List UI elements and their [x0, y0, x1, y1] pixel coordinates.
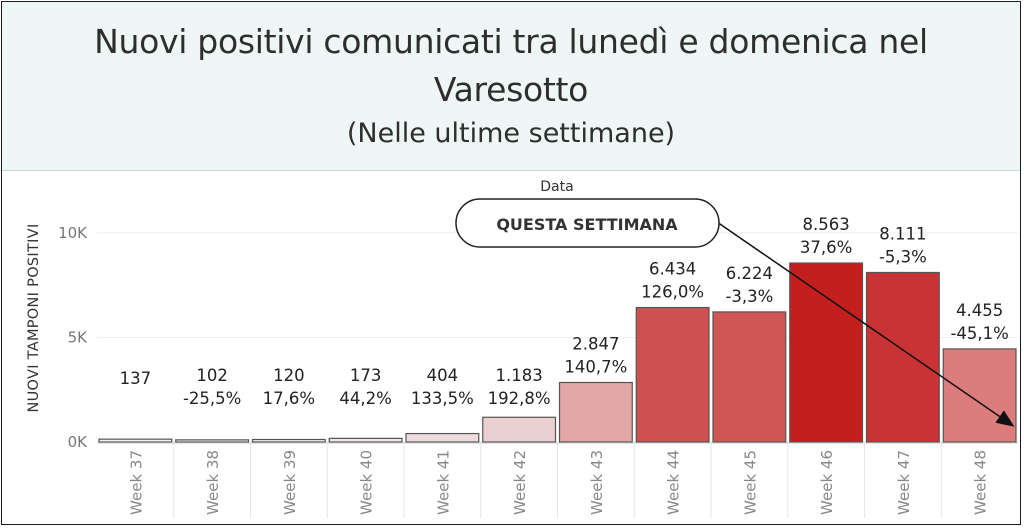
- x-tick-label: Week 47: [895, 450, 913, 515]
- x-tick-label: Week 48: [972, 450, 990, 515]
- x-tick-label: Week 43: [588, 450, 606, 515]
- chart-title: Nuovi positivi comunicati tra lunedì e d…: [94, 22, 928, 109]
- bar: [558, 381, 633, 443]
- bar-value-label: 2.847: [572, 334, 619, 353]
- bar: [942, 348, 1017, 443]
- bar-value-label: 120: [273, 366, 305, 385]
- x-tick-label: Week 42: [511, 450, 529, 515]
- x-tick-label: Week 38: [204, 450, 222, 515]
- bar-pct-label: -3,3%: [725, 287, 773, 306]
- bar: [482, 416, 557, 443]
- bar-pct-label: 140,7%: [564, 357, 627, 376]
- x-tick-label: Week 39: [281, 450, 299, 515]
- bar: [328, 437, 403, 443]
- annotation-text: QUESTA SETTIMANA: [496, 215, 678, 234]
- bar-value-label: 6.224: [726, 264, 773, 283]
- y-tick-label: 5K: [68, 329, 89, 347]
- bar-value-label: 137: [120, 369, 152, 388]
- bar-value-label: 404: [427, 366, 459, 385]
- bar-value-label: 8.111: [879, 224, 926, 243]
- bar-value-label: 102: [196, 366, 228, 385]
- axis-header-label: Data: [540, 179, 573, 195]
- bar-value-label: 4.455: [956, 301, 1003, 320]
- bar: [712, 311, 787, 443]
- x-tick-label: Week 45: [741, 450, 759, 515]
- annotation-arrow: [716, 221, 1015, 427]
- x-tick-label: Week 44: [665, 450, 683, 515]
- bar: [405, 432, 480, 443]
- bar-pct-label: 192,8%: [488, 389, 551, 408]
- chart-header: Nuovi positivi comunicati tra lunedì e d…: [2, 2, 1020, 171]
- x-tick-label: Week 46: [818, 450, 836, 515]
- y-tick-label: 10K: [58, 224, 88, 242]
- bar-pct-label: -25,5%: [183, 389, 241, 408]
- bar-value-label: 173: [350, 366, 382, 385]
- bar: [98, 438, 173, 443]
- bar-value-label: 8.563: [803, 215, 850, 234]
- bar: [251, 438, 326, 443]
- bar: [789, 262, 864, 443]
- x-tick-label: Week 41: [434, 450, 452, 515]
- y-tick-label: 0K: [68, 433, 89, 451]
- chart-subtitle: (Nelle ultime settimane): [346, 118, 676, 149]
- bar-pct-label: 126,0%: [641, 283, 704, 302]
- bar: [175, 439, 250, 443]
- bar-pct-label: 37,6%: [800, 238, 852, 257]
- bar-pct-label: -45,1%: [950, 324, 1008, 343]
- bar-pct-label: 133,5%: [411, 389, 474, 408]
- y-axis-label: NUOVI TAMPONI POSITIVI: [26, 223, 42, 412]
- bar-value-label: 6.434: [649, 260, 696, 279]
- bar-pct-label: -5,3%: [879, 247, 927, 266]
- bar: [865, 271, 940, 443]
- bar-value-label: 1.183: [496, 366, 543, 385]
- bar-pct-label: 17,6%: [263, 389, 315, 408]
- bar-pct-label: 44,2%: [339, 389, 391, 408]
- annotation-callout: [455, 198, 720, 248]
- x-tick-label: Week 37: [127, 450, 145, 515]
- x-tick-label: Week 40: [358, 450, 376, 515]
- bar: [635, 306, 710, 443]
